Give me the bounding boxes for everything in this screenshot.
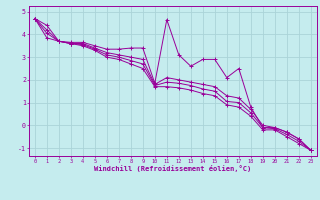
X-axis label: Windchill (Refroidissement éolien,°C): Windchill (Refroidissement éolien,°C) <box>94 165 252 172</box>
